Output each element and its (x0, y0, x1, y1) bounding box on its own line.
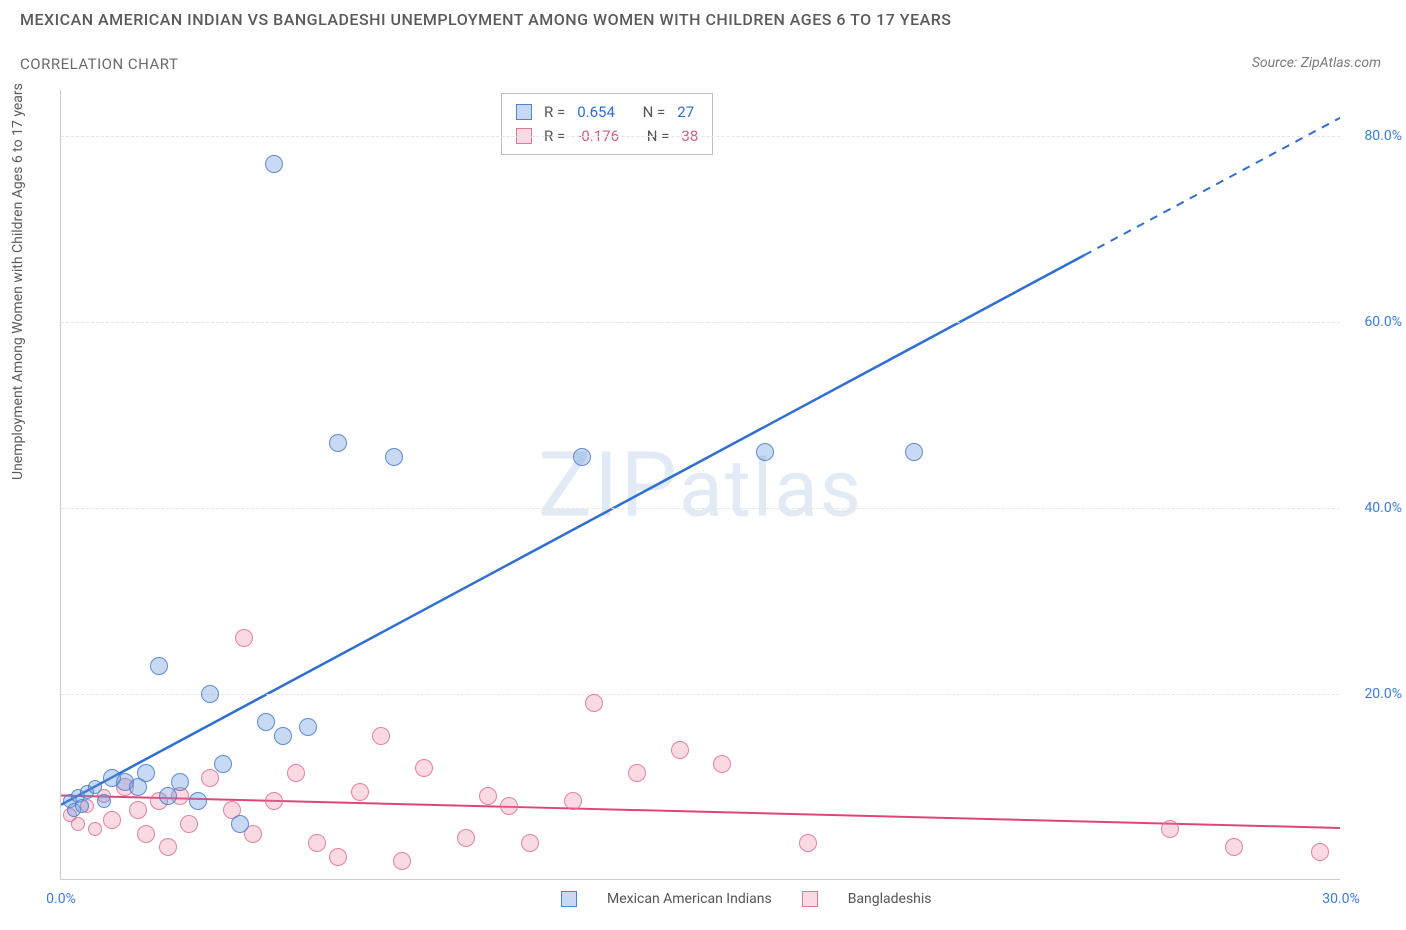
y-tick-label: 20.0% (1364, 686, 1402, 702)
data-point (1311, 843, 1329, 861)
source-label: Source: ZipAtlas.com (1252, 55, 1381, 71)
data-point (799, 834, 817, 852)
data-point (159, 787, 177, 805)
data-point (415, 759, 433, 777)
data-point (137, 825, 155, 843)
data-point (351, 783, 369, 801)
trend-line (1084, 118, 1340, 255)
chart-subtitle: CORRELATION CHART (20, 55, 178, 73)
data-point (265, 792, 283, 810)
data-point (75, 799, 89, 813)
data-point (265, 155, 283, 173)
y-tick-label: 80.0% (1364, 128, 1402, 144)
n-label: N = (643, 100, 666, 124)
data-point (171, 773, 189, 791)
gridline (61, 136, 1340, 137)
y-axis-label: Unemployment Among Women with Children A… (10, 83, 26, 480)
legend-swatch-blue-icon (561, 891, 577, 907)
data-point (573, 448, 591, 466)
data-point (159, 838, 177, 856)
y-tick-label: 60.0% (1364, 314, 1402, 330)
correlation-stats-box: R = 0.654 N = 27 R = -0.176 N = 38 (501, 93, 713, 155)
data-point (500, 797, 518, 815)
data-point (308, 834, 326, 852)
gridline (61, 694, 1340, 695)
data-point (671, 741, 689, 759)
data-point (299, 718, 317, 736)
data-point (385, 448, 403, 466)
data-point (905, 443, 923, 461)
data-point (329, 434, 347, 452)
trend-line (61, 255, 1084, 805)
data-point (88, 822, 102, 836)
data-point (137, 764, 155, 782)
data-point (393, 852, 411, 870)
x-tick-label: 30.0% (1322, 891, 1360, 907)
data-point (274, 727, 292, 745)
data-point (1161, 820, 1179, 838)
data-point (201, 769, 219, 787)
data-point (189, 792, 207, 810)
data-point (628, 764, 646, 782)
data-point (150, 657, 168, 675)
data-point (1225, 838, 1243, 856)
gridline (61, 508, 1340, 509)
watermark: ZIPatlas (538, 432, 863, 537)
legend-label-blue: Mexican American Indians (607, 891, 772, 907)
data-point (97, 794, 111, 808)
stats-row-blue: R = 0.654 N = 27 (516, 100, 698, 124)
data-point (201, 685, 219, 703)
data-point (521, 834, 539, 852)
data-point (585, 694, 603, 712)
data-point (71, 817, 85, 831)
chart-title: MEXICAN AMERICAN INDIAN VS BANGLADESHI U… (20, 10, 951, 29)
data-point (88, 780, 102, 794)
data-point (564, 792, 582, 810)
data-point (329, 848, 347, 866)
x-tick-label: 0.0% (46, 891, 76, 907)
data-point (479, 787, 497, 805)
data-point (457, 829, 475, 847)
data-point (231, 815, 249, 833)
data-point (287, 764, 305, 782)
swatch-blue-icon (516, 104, 532, 120)
data-point (129, 801, 147, 819)
legend-swatch-pink-icon (802, 891, 818, 907)
trend-lines-svg (61, 90, 1340, 879)
y-tick-label: 40.0% (1364, 500, 1402, 516)
data-point (180, 815, 198, 833)
r-value-blue: 0.654 (577, 100, 615, 124)
data-point (372, 727, 390, 745)
data-point (214, 755, 232, 773)
gridline (61, 322, 1340, 323)
data-point (257, 713, 275, 731)
legend-label-pink: Bangladeshis (848, 891, 932, 907)
chart-plot-area: ZIPatlas R = 0.654 N = 27 R = -0.176 N =… (60, 90, 1340, 880)
data-point (713, 755, 731, 773)
r-label: R = (544, 100, 565, 124)
trend-line (61, 795, 1340, 827)
series-legend: Mexican American Indians Bangladeshis (561, 891, 932, 907)
n-value-blue: 27 (677, 100, 694, 124)
data-point (103, 811, 121, 829)
data-point (756, 443, 774, 461)
data-point (235, 629, 253, 647)
